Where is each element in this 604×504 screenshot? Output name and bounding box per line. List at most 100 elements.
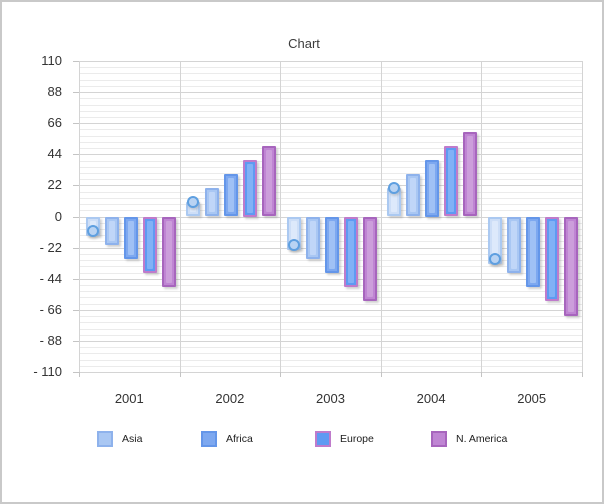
bar[interactable] — [161, 216, 176, 288]
bar[interactable] — [544, 216, 559, 302]
x-axis-tick — [79, 372, 80, 377]
gridline-minor — [79, 191, 582, 193]
gridline-minor — [79, 179, 582, 181]
gridline-minor — [79, 204, 582, 206]
bar[interactable] — [563, 216, 578, 316]
y-tick-label: 44 — [47, 146, 62, 162]
gridline-minor — [79, 117, 582, 118]
y-tick-label: - 44 — [39, 270, 62, 286]
gridline-major — [79, 61, 582, 62]
legend-item-n-america[interactable]: N. America — [431, 431, 507, 447]
ball-marker — [287, 238, 300, 251]
x-axis-tick — [179, 372, 181, 377]
bar-highlight — [410, 178, 417, 213]
gridline-minor — [79, 98, 582, 100]
bar[interactable] — [525, 216, 540, 288]
legend-item-asia[interactable]: Asia — [97, 431, 142, 447]
bar[interactable] — [425, 160, 440, 217]
y-axis-tick — [73, 185, 79, 187]
y-tick-label: 0 — [54, 208, 62, 224]
bar[interactable] — [262, 145, 277, 217]
gridline-vertical — [380, 61, 382, 372]
legend-item-africa[interactable]: Africa — [201, 431, 253, 447]
bar[interactable] — [324, 216, 339, 273]
y-axis-tick — [73, 216, 79, 218]
legend-swatch — [315, 431, 331, 447]
gridline-major — [79, 372, 582, 373]
gridline-vertical — [481, 61, 483, 372]
bar-highlight — [429, 164, 436, 213]
bar-highlight — [548, 220, 555, 298]
gridline-minor — [79, 316, 582, 317]
bar-highlight — [309, 220, 316, 255]
bar-highlight — [266, 149, 273, 213]
bar[interactable] — [343, 216, 358, 288]
bar-highlight — [190, 206, 197, 213]
gridline-minor — [79, 347, 582, 349]
bar-highlight — [510, 220, 517, 269]
gridline-minor — [79, 284, 582, 286]
bar-highlight — [247, 164, 254, 213]
bar[interactable] — [444, 145, 459, 217]
y-axis-tick — [73, 278, 79, 280]
ball-marker — [488, 252, 501, 265]
gridline-minor — [79, 272, 582, 274]
x-tick-label: 2002 — [215, 391, 245, 406]
y-axis-tick — [73, 92, 79, 94]
bar[interactable] — [362, 216, 377, 302]
x-axis-tick — [380, 372, 382, 377]
legend-label: Africa — [226, 433, 253, 445]
gridline-major — [79, 185, 582, 187]
y-axis-tick — [73, 61, 79, 62]
bar[interactable] — [305, 216, 320, 259]
gridline-minor — [79, 85, 582, 87]
bar[interactable] — [487, 216, 502, 264]
legend-label: Europe — [340, 433, 374, 445]
gridline-minor — [79, 297, 582, 299]
bar[interactable] — [224, 174, 239, 217]
gridline-minor — [79, 291, 582, 293]
gridline-minor — [79, 129, 582, 131]
bar-highlight — [165, 220, 172, 284]
gridline-minor — [79, 73, 582, 75]
gridline-minor — [79, 104, 582, 106]
bar[interactable] — [463, 131, 478, 217]
x-axis-tick — [280, 372, 282, 377]
gridline-minor — [79, 365, 582, 367]
bar[interactable] — [123, 216, 138, 259]
gridline-minor — [79, 334, 582, 336]
bar[interactable] — [506, 216, 521, 273]
gridline-minor — [79, 353, 582, 355]
y-tick-label: - 66 — [39, 301, 62, 317]
gridline-minor — [79, 173, 582, 174]
ball-marker — [86, 224, 99, 237]
bar-highlight — [448, 149, 455, 213]
gridline-major — [79, 154, 582, 156]
legend-item-europe[interactable]: Europe — [315, 431, 374, 447]
gridline-vertical — [79, 61, 80, 372]
bar[interactable] — [205, 188, 220, 217]
ball-marker — [187, 196, 200, 209]
bar[interactable] — [104, 216, 119, 245]
y-tick-label: 22 — [47, 177, 62, 193]
x-tick-label: 2003 — [316, 391, 345, 406]
y-axis-tick — [73, 340, 79, 342]
bar-highlight — [127, 220, 134, 255]
gridline-minor — [79, 135, 582, 137]
gridline-minor — [79, 148, 582, 150]
bar[interactable] — [406, 174, 421, 217]
gridline-minor — [79, 160, 582, 162]
gridline-vertical — [280, 61, 282, 372]
y-axis-tick — [73, 123, 79, 125]
legend-swatch — [201, 431, 217, 447]
bar[interactable] — [243, 160, 258, 217]
ball-marker — [388, 182, 401, 195]
bar[interactable] — [142, 216, 157, 273]
y-tick-label: 110 — [41, 53, 62, 68]
bar-highlight — [290, 220, 297, 246]
gridline-major — [79, 123, 582, 125]
bar-highlight — [108, 220, 115, 241]
x-tick-label: 2005 — [517, 391, 547, 406]
bar-highlight — [209, 192, 216, 213]
y-tick-label: 66 — [47, 115, 62, 131]
